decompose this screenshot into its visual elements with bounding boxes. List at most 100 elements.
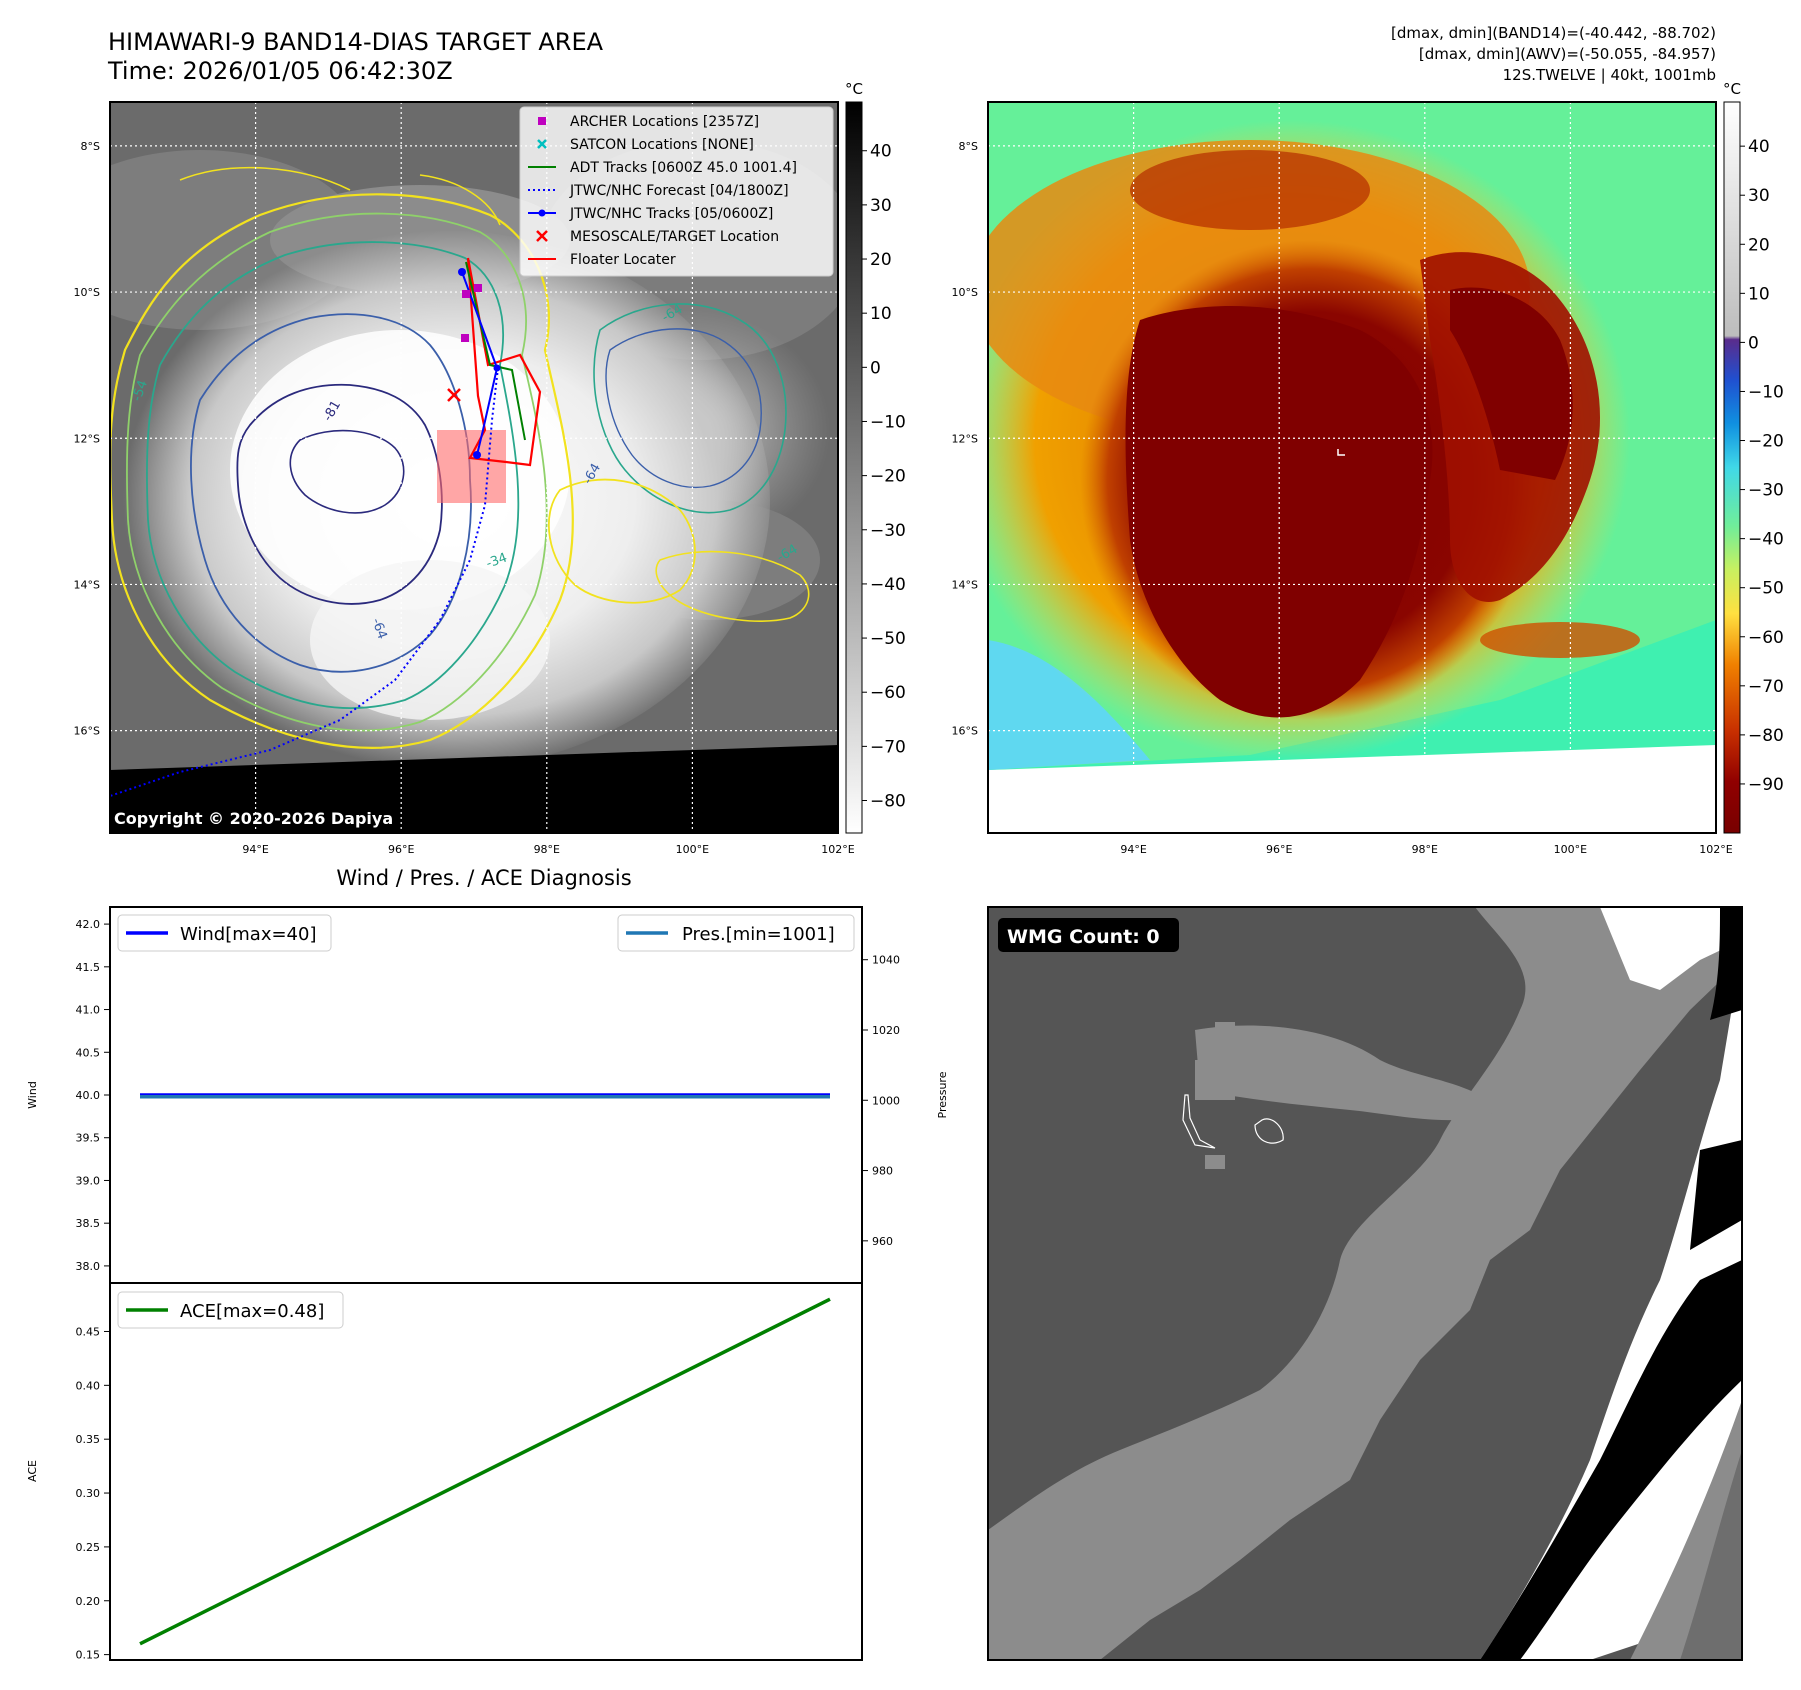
ace-axis-label: ACE — [26, 1460, 39, 1482]
colorbar-tick-label: 10 — [870, 304, 892, 324]
ace-tick-label: 0.30 — [76, 1487, 101, 1500]
wind-tick-label: 41.0 — [76, 1004, 101, 1017]
wmg-imagery — [988, 907, 1742, 1660]
wind-axis-label: Wind — [26, 1081, 39, 1109]
diagnosis-title: Wind / Pres. / ACE Diagnosis — [336, 866, 631, 890]
legend-adt-label: ADT Tracks [0600Z 45.0 1001.4] — [570, 160, 797, 176]
ace-tick-label: 0.35 — [76, 1433, 101, 1446]
colorbar-tick-label: −80 — [870, 792, 906, 812]
figure-time: Time: 2026/01/05 06:42:30Z — [107, 57, 453, 85]
lon-tick-label: 98°E — [1412, 843, 1438, 856]
colorbar-tick-label: −10 — [870, 412, 906, 432]
wind-tick-label: 40.0 — [76, 1089, 101, 1102]
colorbar-tick-label: −30 — [1748, 481, 1784, 501]
pressure-axis-label: Pressure — [936, 1071, 949, 1118]
colorbar-tick-label: −50 — [1748, 579, 1784, 599]
lon-tick-label: 102°E — [1699, 843, 1732, 856]
pressure-legend-label: Pres.[min=1001] — [682, 924, 835, 945]
awv-map-panel: 94°E 96°E 98°E 100°E 102°E 8°S 10°S 12°S 14°S 16… — [952, 80, 1784, 856]
wind-legend-label: Wind[max=40] — [180, 924, 317, 945]
info-awv-range: [dmax, dmin](AWV)=(-50.055, -84.957) — [1419, 45, 1716, 63]
ace-tick-label: 0.15 — [76, 1649, 101, 1662]
jtwc-track — [461, 271, 499, 456]
awv-imagery — [988, 102, 1716, 833]
wmg-panel: WMG Count: 0 — [987, 906, 1743, 1661]
ace-legend-label: ACE[max=0.48] — [180, 1301, 324, 1322]
colorbar-tick-label: −50 — [870, 629, 906, 649]
colorbar-tick-label: −10 — [1748, 382, 1784, 402]
ir-colorbar-ticks: 40 30 20 10 0 −10 −20 −30 −40 −50 −60 −70 −80 — [862, 142, 906, 812]
pressure-ticks: 1040 1020 1000 980 960 — [862, 954, 900, 1248]
lon-tick-label: 102°E — [821, 843, 854, 856]
legend-forecast-label: JTWC/NHC Forecast [04/1800Z] — [569, 183, 789, 199]
jtwc-track-point — [473, 451, 481, 459]
lat-tick-label: 16°S — [74, 725, 100, 738]
legend-archer-label: ARCHER Locations [2357Z] — [570, 114, 759, 130]
awv-colorbar-unit: °C — [1723, 80, 1741, 98]
ir-lat-labels: 8°S 10°S 12°S 14°S 16°S — [74, 140, 100, 738]
ir-colorbar — [845, 101, 863, 834]
wind-tick-label: 40.5 — [76, 1046, 101, 1059]
archer-location — [461, 334, 469, 342]
colorbar-tick-label: 0 — [870, 358, 881, 378]
legend-satcon-label: SATCON Locations [NONE] — [570, 137, 754, 153]
colorbar-tick-label: 40 — [870, 142, 892, 162]
figure-title: HIMAWARI-9 BAND14-DIAS TARGET AREA — [108, 28, 604, 56]
colorbar-tick-label: −90 — [1748, 775, 1784, 795]
awv-lat-labels: 8°S 10°S 12°S 14°S 16°S — [952, 140, 978, 738]
legend-tracks-label: JTWC/NHC Tracks [05/0600Z] — [569, 206, 773, 222]
awv-frame — [987, 101, 1717, 834]
pressure-tick-label: 1020 — [872, 1024, 900, 1037]
legend-mesoscale-marker — [536, 230, 548, 242]
lon-tick-label: 100°E — [676, 843, 709, 856]
pressure-tick-label: 980 — [872, 1165, 893, 1178]
colorbar-tick-label: −40 — [1748, 530, 1784, 550]
ir-lon-labels: 94°E 96°E 98°E 100°E 102°E — [242, 843, 854, 856]
colorbar-tick-label: −70 — [1748, 677, 1784, 697]
contour-label: -64 — [368, 616, 389, 641]
ir-colorbar-unit: °C — [845, 80, 863, 98]
colorbar-tick-label: −70 — [870, 737, 906, 757]
wind-tick-label: 39.5 — [76, 1132, 101, 1145]
lat-tick-label: 12°S — [74, 432, 100, 445]
lon-tick-label: 96°E — [388, 843, 414, 856]
ace-tick-label: 0.20 — [76, 1595, 101, 1608]
awv-lon-labels: 94°E 96°E 98°E 100°E 102°E — [1120, 843, 1732, 856]
colorbar-tick-label: −30 — [870, 521, 906, 541]
lat-tick-label: 8°S — [959, 140, 978, 153]
lon-tick-label: 94°E — [242, 843, 268, 856]
lat-tick-label: 16°S — [952, 725, 978, 738]
wind-tick-label: 38.5 — [76, 1217, 101, 1230]
ace-tick-label: 0.25 — [76, 1541, 101, 1554]
floater-locater-path — [466, 257, 542, 467]
pressure-tick-label: 1000 — [872, 1094, 900, 1107]
pressure-legend: Pres.[min=1001] — [617, 914, 855, 952]
lon-tick-label: 94°E — [1120, 843, 1146, 856]
ir-map-panel: -81 -64 -64 -54 -64 -34 -64 — [74, 80, 906, 856]
archer-location — [474, 284, 482, 292]
legend-floater-label: Floater Locater — [570, 252, 676, 268]
colorbar-tick-label: 10 — [1748, 284, 1770, 304]
copyright-text: Copyright © 2020-2026 Dapiya — [114, 809, 393, 828]
target-area-box — [437, 430, 506, 503]
jtwc-track-point — [458, 268, 466, 276]
wind-tick-label: 38.0 — [76, 1260, 101, 1273]
wmg-count-text: WMG Count: 0 — [1007, 926, 1160, 948]
colorbar-tick-label: 30 — [870, 196, 892, 216]
wind-legend: Wind[max=40] — [117, 914, 332, 952]
wmg-frame — [987, 906, 1743, 1661]
colorbar-tick-label: 30 — [1748, 186, 1770, 206]
awv-colorbar-ticks: 40 30 20 10 0 −10 −20 −30 −40 −50 −60 −70 −80 −90 — [1740, 137, 1784, 795]
lon-tick-label: 96°E — [1266, 843, 1292, 856]
mesoscale-target-marker — [447, 388, 461, 402]
colorbar-tick-label: −60 — [1748, 628, 1784, 648]
ace-tick-label: 0.45 — [76, 1325, 101, 1338]
colorbar-tick-label: −20 — [870, 467, 906, 487]
pressure-tick-label: 1040 — [872, 954, 900, 967]
contour-label: -34 — [484, 550, 509, 571]
ace-legend: ACE[max=0.48] — [117, 1291, 344, 1329]
colorbar-tick-label: −20 — [1748, 432, 1784, 452]
lat-tick-label: 14°S — [952, 578, 978, 591]
colorbar-tick-label: −80 — [1748, 726, 1784, 746]
jtwc-track-point — [493, 364, 501, 372]
